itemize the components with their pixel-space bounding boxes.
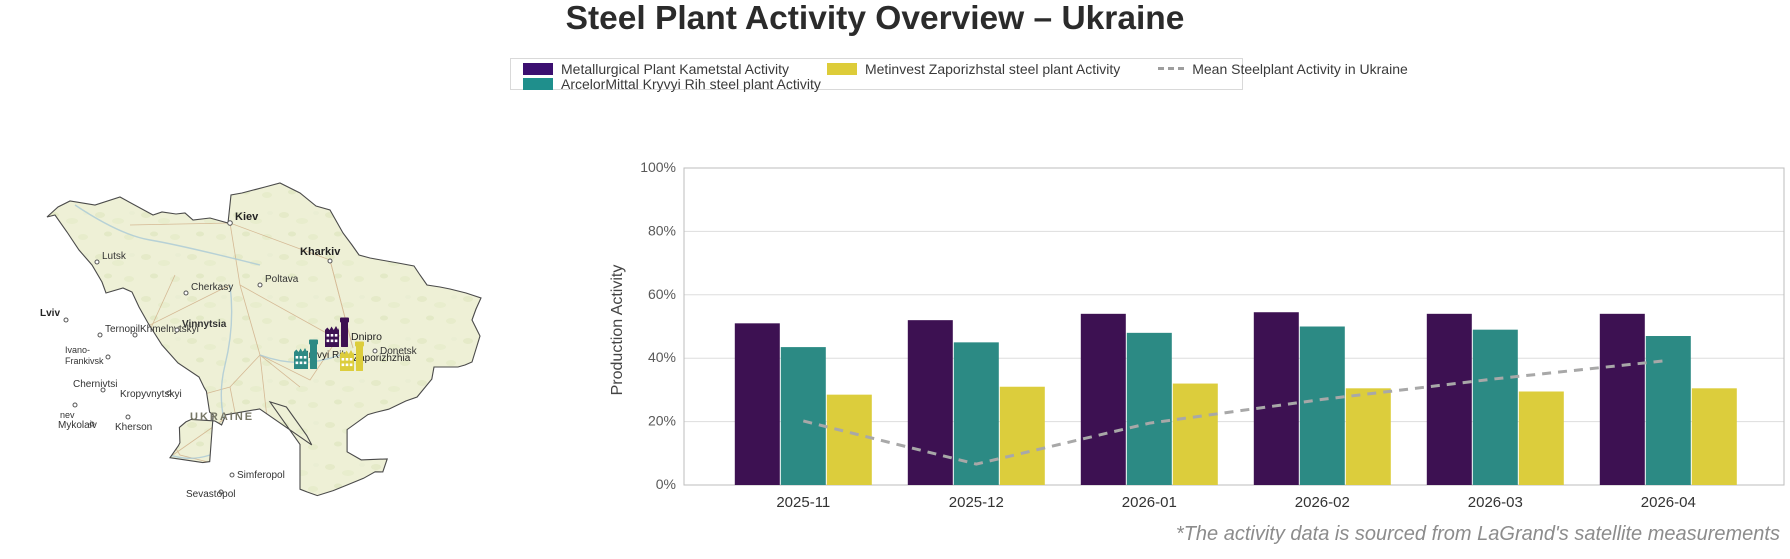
svg-text:Poltava: Poltava: [265, 274, 299, 285]
svg-text:60%: 60%: [648, 286, 676, 302]
svg-text:Cherkasy: Cherkasy: [191, 282, 233, 293]
svg-text:Sevastopol: Sevastopol: [186, 489, 235, 500]
svg-text:Ivano-: Ivano-: [65, 345, 90, 355]
svg-text:2025-12: 2025-12: [949, 494, 1004, 511]
svg-text:Kharkiv: Kharkiv: [300, 246, 341, 258]
svg-text:Production Activity: Production Activity: [609, 265, 626, 396]
svg-text:2026-02: 2026-02: [1295, 494, 1350, 511]
svg-text:Lutsk: Lutsk: [102, 251, 127, 262]
svg-text:2026-01: 2026-01: [1122, 494, 1177, 511]
svg-text:nev: nev: [60, 410, 75, 420]
svg-text:0%: 0%: [656, 476, 676, 492]
svg-text:2026-04: 2026-04: [1641, 494, 1696, 511]
svg-text:2025-11: 2025-11: [776, 494, 830, 511]
svg-text:Simferopol: Simferopol: [237, 470, 285, 481]
svg-text:Lviv: Lviv: [40, 308, 60, 319]
svg-text:Vinnytsia: Vinnytsia: [182, 319, 227, 330]
svg-text:Mykolaiv: Mykolaiv: [58, 420, 97, 431]
svg-text:Dnipro: Dnipro: [351, 331, 382, 343]
svg-text:Kiev: Kiev: [235, 211, 259, 223]
svg-text:40%: 40%: [648, 349, 676, 365]
svg-text:80%: 80%: [648, 222, 676, 238]
svg-text:Chernivtsi: Chernivtsi: [73, 379, 117, 390]
svg-text:UKRAINE: UKRAINE: [190, 411, 254, 423]
svg-text:100%: 100%: [640, 160, 676, 175]
svg-text:20%: 20%: [648, 413, 676, 429]
svg-text:2026-03: 2026-03: [1468, 494, 1523, 511]
svg-text:Kropyvnytskyi: Kropyvnytskyi: [120, 389, 182, 400]
svg-text:Frankivsk: Frankivsk: [65, 356, 104, 366]
svg-text:Kherson: Kherson: [115, 422, 152, 433]
